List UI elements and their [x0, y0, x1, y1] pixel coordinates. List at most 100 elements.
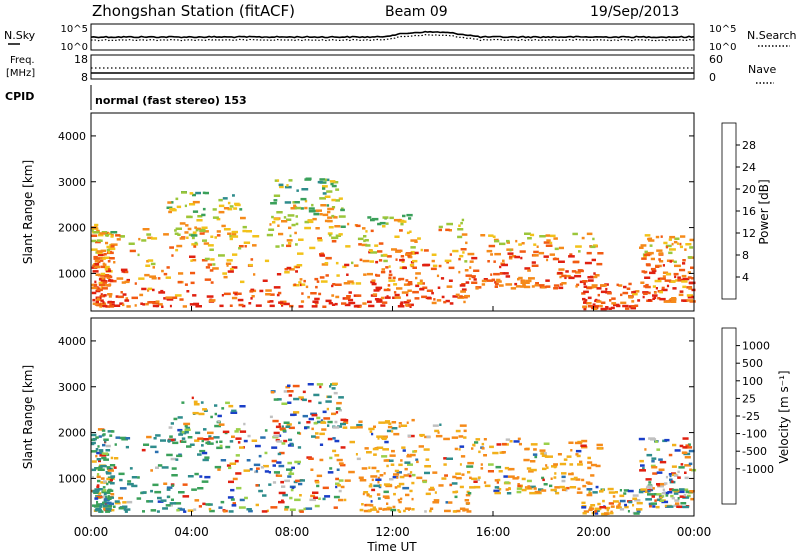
range-gate-cell — [411, 497, 414, 501]
range-gate-cell — [661, 288, 668, 292]
range-gate-cell — [634, 499, 641, 502]
range-gate-cell — [608, 502, 614, 505]
range-gate-cell — [409, 305, 412, 308]
range-gate-cell — [175, 227, 182, 230]
range-gate-cell — [528, 470, 534, 473]
range-gate-cell — [499, 272, 506, 275]
range-gate-cell — [612, 495, 616, 498]
range-gate-cell — [110, 482, 115, 485]
range-gate-cell — [157, 496, 162, 500]
range-gate-cell — [600, 284, 607, 287]
range-gate-cell — [671, 480, 674, 483]
range-gate-cell — [645, 498, 652, 501]
range-gate-cell — [431, 253, 437, 256]
range-gate-cell — [424, 510, 427, 513]
range-gate-cell — [226, 259, 233, 262]
range-gate-cell — [128, 242, 135, 245]
range-gate-cell — [438, 225, 443, 229]
power-y-label: Slant Range [km] — [21, 160, 35, 264]
range-gate-cell — [448, 266, 455, 270]
range-gate-cell — [243, 439, 248, 443]
range-gate-cell — [590, 474, 595, 477]
range-gate-cell — [443, 300, 447, 304]
cpid-label: CPID — [5, 90, 34, 103]
range-gate-cell — [356, 457, 361, 461]
range-gate-cell — [483, 454, 487, 457]
range-gate-cell — [674, 275, 677, 279]
range-gate-cell — [181, 437, 186, 440]
range-gate-cell — [388, 265, 391, 268]
range-gate-cell — [197, 453, 202, 456]
range-gate-cell — [659, 277, 666, 280]
range-gate-cell — [219, 304, 224, 308]
range-gate-cell — [494, 252, 501, 256]
freq-panel: Freq. [MHz] 18 8 60 0 Nave — [6, 53, 776, 84]
range-gate-cell — [98, 256, 105, 260]
range-gate-cell — [93, 257, 100, 260]
range-gate-cell — [124, 280, 130, 284]
range-gate-cell — [115, 436, 121, 439]
colorbar-tick-label: -1000 — [742, 463, 774, 476]
range-gate-cell — [304, 220, 309, 224]
velocity-y-label: Slant Range [km] — [21, 365, 35, 469]
range-gate-cell — [371, 488, 376, 492]
range-gate-cell — [481, 442, 485, 446]
range-gate-cell — [334, 420, 338, 424]
range-gate-cell — [270, 391, 275, 394]
range-gate-cell — [509, 248, 512, 252]
range-gate-cell — [407, 282, 413, 286]
range-gate-cell — [449, 483, 453, 487]
range-gate-cell — [546, 466, 549, 469]
range-gate-cell — [654, 499, 657, 502]
range-gate-cell — [203, 409, 208, 412]
range-gate-cell — [415, 458, 419, 461]
range-gate-cell — [287, 241, 292, 245]
range-gate-cell — [460, 290, 466, 293]
range-gate-cell — [289, 471, 292, 474]
range-gate-cell — [565, 489, 568, 492]
range-gate-cell — [473, 269, 480, 272]
range-gate-cell — [518, 243, 522, 246]
range-gate-cell — [310, 412, 317, 416]
range-gate-cell — [549, 241, 553, 245]
range-gate-cell — [338, 489, 342, 493]
range-gate-cell — [109, 464, 116, 467]
range-gate-cell — [558, 268, 565, 271]
range-gate-cell — [592, 237, 595, 241]
range-gate-cell — [687, 446, 693, 449]
range-gate-cell — [378, 484, 382, 487]
range-gate-cell — [493, 489, 500, 493]
range-gate-cell — [109, 478, 113, 482]
range-gate-cell — [409, 230, 412, 233]
range-gate-cell — [494, 285, 498, 288]
range-gate-cell — [91, 450, 98, 453]
range-gate-cell — [96, 250, 104, 253]
range-gate-cell — [104, 256, 110, 259]
range-gate-cell — [550, 477, 553, 480]
range-gate-cell — [508, 487, 511, 490]
range-gate-cell — [605, 287, 608, 291]
range-gate-cell — [688, 462, 693, 466]
range-gate-cell — [659, 460, 667, 464]
range-gate-cell — [670, 300, 677, 303]
range-gate-cell — [169, 502, 176, 505]
range-gate-cell — [278, 183, 284, 187]
range-gate-cell — [165, 504, 171, 507]
range-gate-cell — [204, 278, 212, 281]
range-gate-cell — [644, 448, 647, 451]
range-gate-cell — [309, 498, 316, 502]
range-gate-cell — [108, 305, 115, 308]
range-gate-cell — [363, 235, 367, 238]
range-gate-cell — [683, 493, 687, 497]
range-gate-cell — [100, 477, 105, 480]
range-gate-cell — [404, 507, 411, 510]
range-gate-cell — [566, 455, 572, 458]
range-gate-cell — [292, 201, 295, 204]
range-gate-cell — [471, 477, 478, 481]
range-gate-cell — [531, 285, 535, 288]
range-gate-cell — [572, 232, 578, 236]
range-gate-cell — [682, 505, 689, 509]
range-gate-cell — [334, 283, 342, 286]
range-gate-cell — [363, 273, 367, 276]
range-gate-cell — [484, 484, 491, 488]
